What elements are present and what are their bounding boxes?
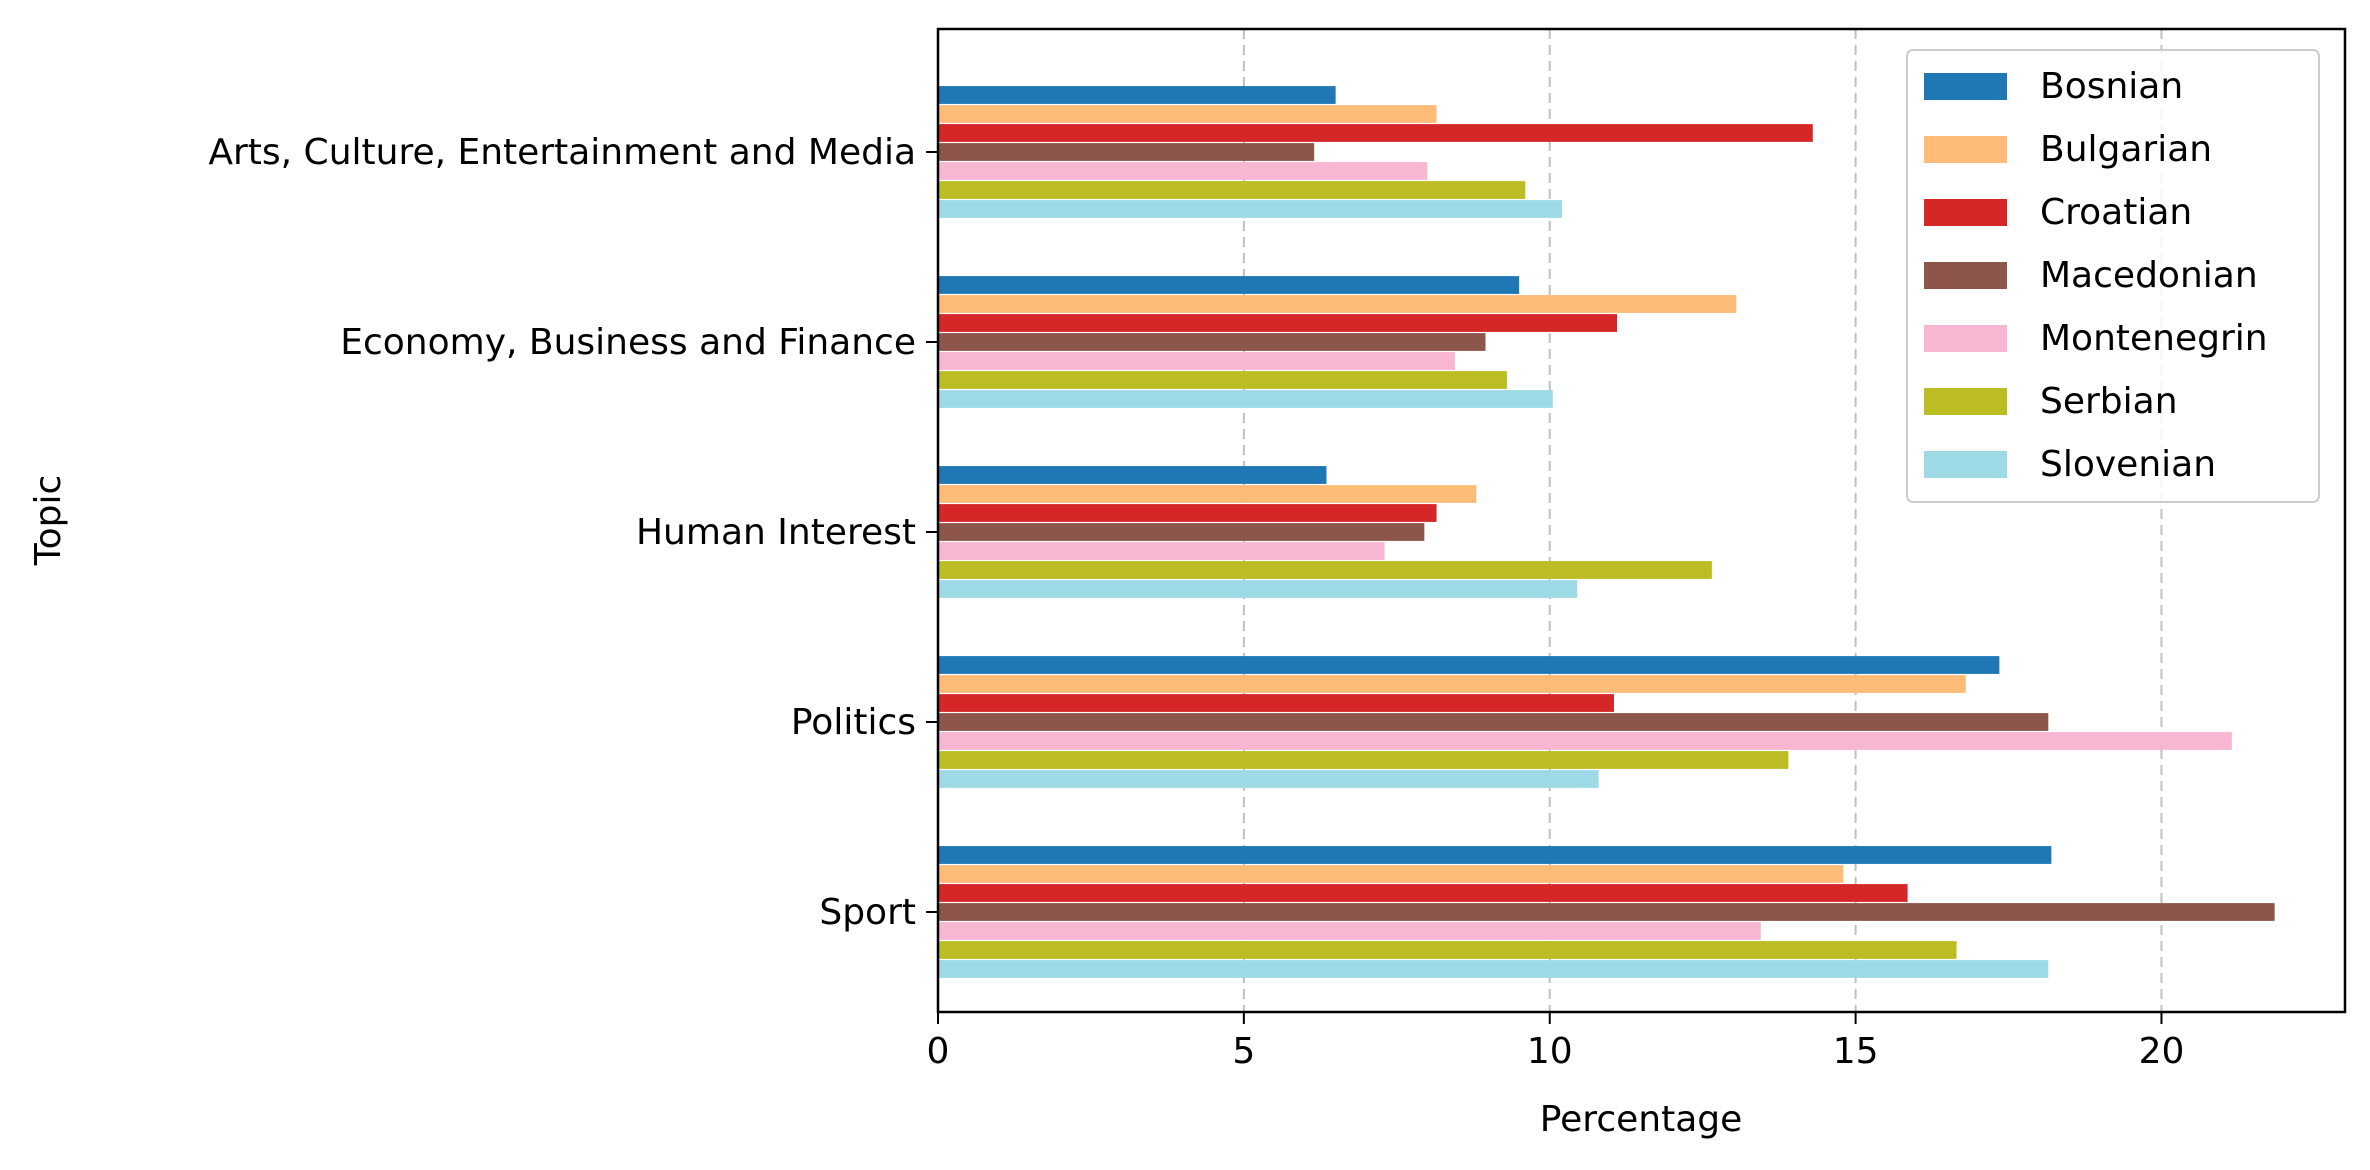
y-axis: Arts, Culture, Entertainment and Media Ec… <box>208 132 938 933</box>
legend-label: Bosnian <box>2040 66 2183 107</box>
legend-label: Croatian <box>2040 192 2192 233</box>
legend-swatch-bulgarian <box>1924 136 2007 163</box>
bar-slovenian <box>938 960 2049 978</box>
bar-croatian <box>938 504 1437 522</box>
bar-macedonian <box>938 713 2049 731</box>
x-tick-label: 15 <box>1833 1031 1879 1072</box>
bar-serbian <box>938 941 1957 959</box>
legend-swatch-serbian <box>1924 388 2007 415</box>
bar-bosnian <box>938 656 2000 674</box>
bar-bulgarian <box>938 865 1844 883</box>
bar-serbian <box>938 561 1712 579</box>
bar-montenegrin <box>938 732 2232 750</box>
legend-label: Macedonian <box>2040 255 2258 296</box>
bar-serbian <box>938 751 1789 769</box>
x-axis-title: Percentage <box>1540 1099 1743 1140</box>
bar-slovenian <box>938 770 1599 788</box>
x-tick-label: 20 <box>2139 1031 2185 1072</box>
legend-label: Bulgarian <box>2040 129 2212 170</box>
bar-slovenian <box>938 390 1553 408</box>
plot-frame <box>936 27 2347 1014</box>
x-tick-label: 10 <box>1527 1031 1573 1072</box>
legend-box <box>1906 49 2320 503</box>
x-tick-label: 5 <box>1232 1031 1255 1072</box>
bar-bosnian <box>938 276 1520 294</box>
bar-slovenian <box>938 200 1562 218</box>
x-tick-label: 0 <box>927 1031 950 1072</box>
x-axis: 0 5 10 15 20 <box>927 1012 2185 1072</box>
bar-croatian <box>938 314 1618 332</box>
bar-croatian <box>938 694 1614 712</box>
bar-bulgarian <box>938 295 1737 313</box>
bar-montenegrin <box>938 162 1428 180</box>
bar-macedonian <box>938 523 1425 541</box>
bar-macedonian <box>938 903 2275 921</box>
y-tick-label: Economy, Business and Finance <box>340 322 916 363</box>
legend-swatch-bosnian <box>1924 73 2007 100</box>
legend-label: Serbian <box>2040 381 2178 422</box>
legend-swatch-croatian <box>1924 199 2007 226</box>
bar-croatian <box>938 124 1813 142</box>
bar-croatian <box>938 884 1908 902</box>
legend-swatch-montenegrin <box>1924 325 2007 352</box>
bar-serbian <box>938 181 1526 199</box>
y-tick-label: Human Interest <box>636 512 916 553</box>
bar-serbian <box>938 371 1507 389</box>
y-tick-label: Politics <box>791 702 916 743</box>
legend: Bosnian Bulgarian Croatian Macedonian Monten… <box>1906 49 2320 503</box>
legend-swatch-macedonian <box>1924 262 2007 289</box>
bar-bulgarian <box>938 675 1966 693</box>
legend-label: Montenegrin <box>2040 318 2268 359</box>
legend-swatch-slovenian <box>1924 451 2007 478</box>
y-tick-label: Sport <box>819 892 916 933</box>
bar-macedonian <box>938 333 1486 351</box>
bar-bosnian <box>938 466 1327 484</box>
bars <box>938 86 2275 978</box>
y-tick-label: Arts, Culture, Entertainment and Media <box>208 132 916 173</box>
bar-bulgarian <box>938 105 1437 123</box>
bar-montenegrin <box>938 352 1455 370</box>
bar-slovenian <box>938 580 1578 598</box>
bar-macedonian <box>938 143 1315 161</box>
y-axis-title: Topic <box>28 475 69 567</box>
bar-bosnian <box>938 86 1336 104</box>
bar-bosnian <box>938 846 2052 864</box>
bar-montenegrin <box>938 542 1385 560</box>
legend-label: Slovenian <box>2040 444 2216 485</box>
bar-bulgarian <box>938 485 1477 503</box>
bar-montenegrin <box>938 922 1761 940</box>
